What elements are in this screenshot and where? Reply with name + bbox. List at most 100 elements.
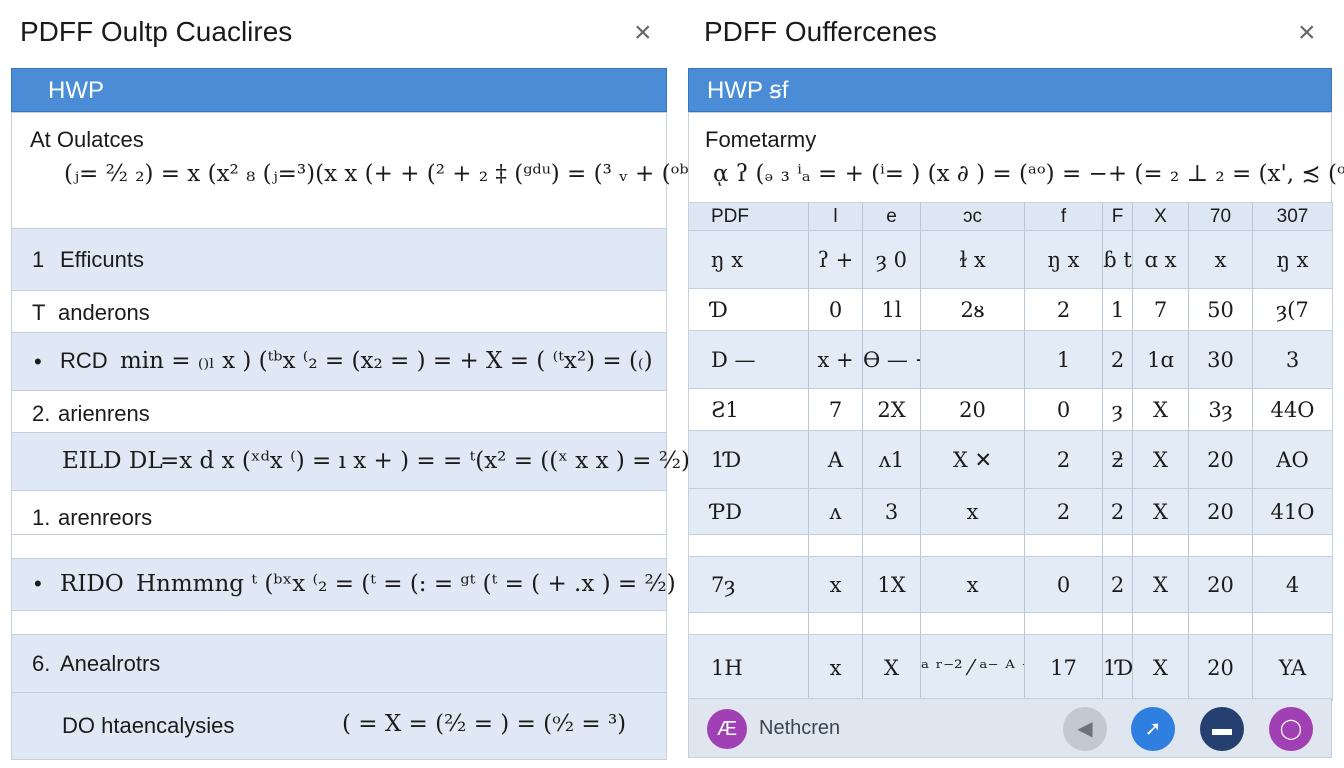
table-cell: ɓ t bbox=[1102, 230, 1133, 289]
table-cell: ȝ(7 bbox=[1252, 288, 1333, 331]
table-cell: 7 bbox=[808, 388, 863, 431]
table-header-cell: 307 bbox=[1252, 202, 1333, 231]
table-cell: x bbox=[920, 488, 1025, 535]
table-cell: ŋ x bbox=[1024, 230, 1103, 289]
footer-toolbar: Æ Nethcren ◀ ➚ ▬ ◯ bbox=[688, 698, 1332, 758]
table-cell bbox=[920, 330, 1025, 389]
table-cell: 7ȝ bbox=[688, 556, 809, 613]
list-item: 2. arienrens bbox=[12, 391, 666, 433]
table-cell bbox=[1252, 612, 1333, 635]
mute-icon[interactable]: ◀ bbox=[1063, 707, 1107, 751]
table-cell: ʔ + bbox=[808, 230, 863, 289]
table-cell bbox=[688, 534, 809, 557]
table-header-row: PDF l e ɔc f F X 70 307 bbox=[688, 202, 1333, 231]
table-header-cell: l bbox=[808, 202, 863, 231]
list-item: • RCD min = ₍₎ₗ x ) (ᵗᵇx ⁽₂ = (x₂ = ) = … bbox=[12, 333, 666, 391]
table-cell: 0 bbox=[1024, 556, 1103, 613]
list-label: arenreors bbox=[58, 505, 153, 530]
table-cell: x bbox=[808, 634, 863, 701]
table-cell: ᵃ ʳ⁻² ⁄ ᵃ⁻ ᴬ ⁺ bbox=[920, 634, 1025, 701]
table-cell: 1l bbox=[862, 288, 921, 331]
top-formula: ᾳ ʔ (ₔ ₃ ⁱₐ = + (ⁱ= ) (x ∂ ) = (ᵃᵒ) = −+… bbox=[713, 161, 1344, 187]
list-label: RIDO bbox=[60, 571, 124, 597]
left-panel: PDFF Oultp Cuaclires × HWP At Oulatces (… bbox=[11, 16, 712, 760]
table-cell: ȝ bbox=[1102, 388, 1133, 431]
list-label: DO htaencalysies bbox=[62, 713, 235, 738]
table-cell: 2 bbox=[1102, 556, 1133, 613]
left-section-top: At Oulatces (ⱼ= ²⁄₂ ₂) = x (x² ₈ (ⱼ=³)(x… bbox=[12, 113, 712, 229]
table-cell: X bbox=[1132, 388, 1189, 431]
table-cell bbox=[1252, 534, 1333, 557]
table-cell: 1X bbox=[862, 556, 921, 613]
table-cell: D — bbox=[688, 330, 809, 389]
table-cell: 20 bbox=[1188, 556, 1253, 613]
table-cell: X bbox=[1132, 430, 1189, 489]
table-cell: 2 bbox=[1024, 488, 1103, 535]
table-cell: 2ᴕ bbox=[920, 288, 1025, 331]
table-cell: X bbox=[1132, 556, 1189, 613]
table-row: 7ȝ x 1X x 0 2 X 20 4 bbox=[688, 556, 1333, 613]
avatar-icon[interactable]: Æ bbox=[707, 709, 747, 749]
list-number: 2. bbox=[32, 401, 51, 426]
table-cell: ŋ x bbox=[1252, 230, 1333, 289]
list-number: 1. bbox=[32, 505, 51, 530]
table-cell: ƻ bbox=[1102, 430, 1133, 489]
spacer-row bbox=[12, 611, 666, 635]
table-cell bbox=[1188, 612, 1253, 635]
table-cell bbox=[862, 612, 921, 635]
table-cell: 20 bbox=[1188, 634, 1253, 701]
table-cell: 7 bbox=[1132, 288, 1189, 331]
table-header-cell: f bbox=[1024, 202, 1103, 231]
close-icon[interactable]: × bbox=[1298, 16, 1316, 49]
left-panel-title: PDFF Oultp Cuaclires bbox=[20, 16, 293, 47]
table-cell: 50 bbox=[1188, 288, 1253, 331]
table-cell: 0 bbox=[808, 288, 863, 331]
table-cell: AO bbox=[1252, 430, 1333, 489]
table-cell: 0 bbox=[1024, 388, 1103, 431]
table-cell: 3 bbox=[862, 488, 921, 535]
table-cell: 1ɑ bbox=[1132, 330, 1189, 389]
table-cell: 20 bbox=[1188, 488, 1253, 535]
top-formula: (ⱼ= ²⁄₂ ₂) = x (x² ₈ (ⱼ=³)(x x (+ + (² +… bbox=[64, 161, 712, 187]
table-cell: 17 bbox=[1024, 634, 1103, 701]
table-header-cell: 70 bbox=[1188, 202, 1253, 231]
table-cell: 2 bbox=[1024, 430, 1103, 489]
table-cell: 2X bbox=[862, 388, 921, 431]
table-cell: ƤD bbox=[688, 488, 809, 535]
table-cell: ȝ 0 bbox=[862, 230, 921, 289]
table-cell: 1Ɗ bbox=[1102, 634, 1133, 701]
list-number: T bbox=[32, 300, 46, 325]
search-icon[interactable]: ◯ bbox=[1269, 707, 1313, 751]
right-panel-title: PDFF Ouffercenes bbox=[704, 16, 937, 47]
table-cell: ɫ x bbox=[920, 230, 1025, 289]
formula: Hnmmng ᵗ (ᵇˣx ⁽₂ = (ᵗ = (: = ᵍᵗ (ᵗ = ( +… bbox=[136, 571, 676, 597]
formula: ( = X = (²⁄₂ = ) = (ᵒ⁄₂ = ³) bbox=[342, 711, 627, 737]
table-header-cell: X bbox=[1132, 202, 1189, 231]
mask-icon[interactable]: ▬ bbox=[1200, 707, 1244, 751]
table-cell: 1 bbox=[1024, 330, 1103, 389]
bullet: • bbox=[34, 571, 42, 596]
table-cell: x bbox=[1188, 230, 1253, 289]
close-icon[interactable]: × bbox=[634, 16, 652, 49]
list-number: 1 bbox=[32, 247, 45, 272]
list-item: 6. Anealrotrs bbox=[12, 635, 666, 693]
table-cell: Ɗ bbox=[688, 288, 809, 331]
arrow-icon[interactable]: ➚ bbox=[1131, 707, 1175, 751]
table-cell: A bbox=[808, 430, 863, 489]
table-cell: ɑ x bbox=[1132, 230, 1189, 289]
table-cell bbox=[808, 612, 863, 635]
table-cell bbox=[1102, 612, 1133, 635]
table-cell bbox=[688, 612, 809, 635]
table-cell: 3ȝ bbox=[1188, 388, 1253, 431]
section-title: Fometarmy bbox=[705, 127, 817, 152]
table-header-cell: ɔc bbox=[920, 202, 1025, 231]
formula: =x d x (ˣᵈx ⁽) = ı x + ) = = ᵗ(x² = ((ˣ … bbox=[160, 448, 690, 474]
table-cell bbox=[1188, 534, 1253, 557]
table-cell: 2 bbox=[1024, 288, 1103, 331]
table-row bbox=[688, 612, 1333, 635]
table-cell: 1H bbox=[688, 634, 809, 701]
